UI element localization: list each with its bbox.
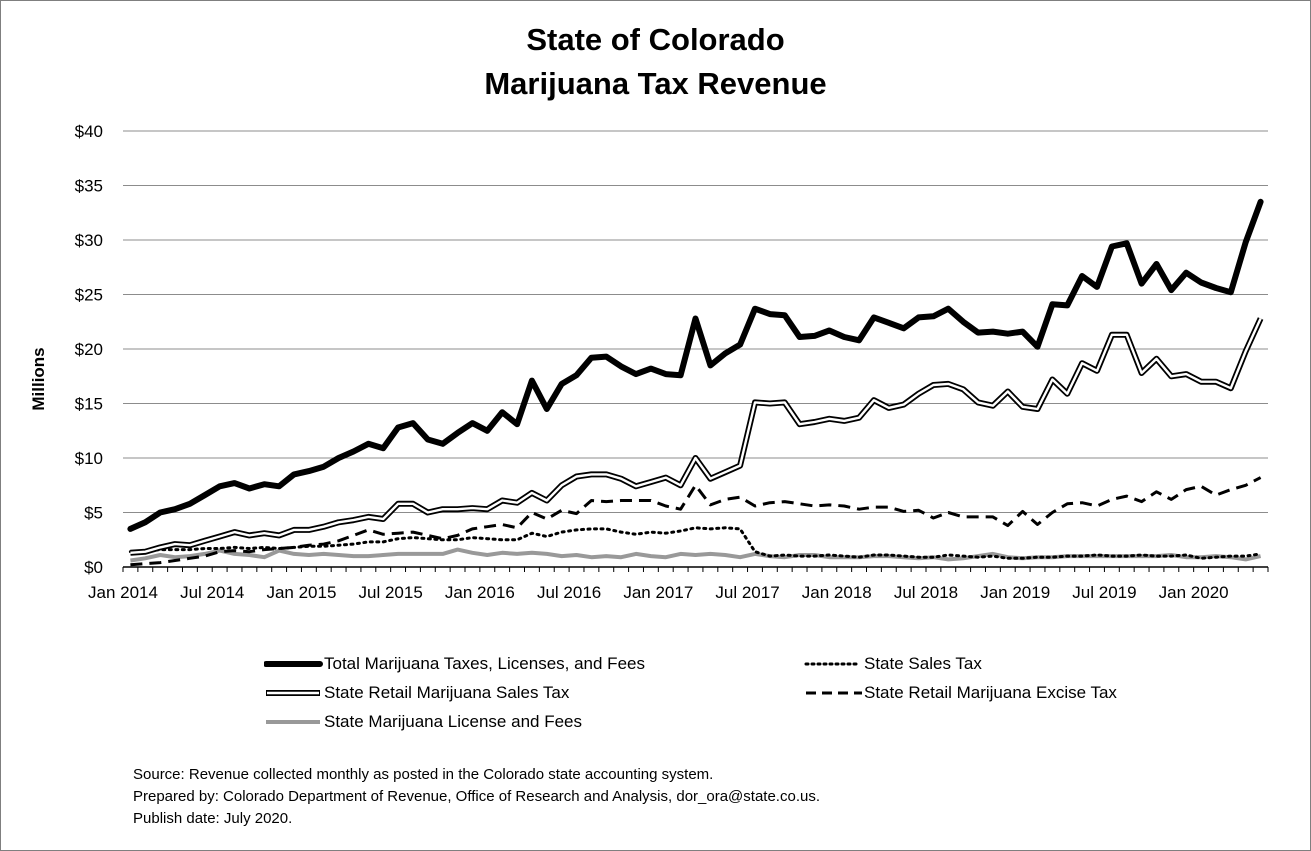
chart-title-line-2: Marijuana Tax Revenue xyxy=(484,66,827,101)
x-tick-label: Jul 2016 xyxy=(537,583,601,602)
prepared-by-line: Prepared by: Colorado Department of Reve… xyxy=(133,788,820,805)
legend-label-total: Total Marijuana Taxes, Licenses, and Fee… xyxy=(324,654,645,673)
source-line: Source: Revenue collected monthly as pos… xyxy=(133,766,714,783)
x-tick-label: Jul 2019 xyxy=(1072,583,1136,602)
series-line-retail-sales-tax-inner xyxy=(130,318,1262,554)
x-tick-label: Jan 2015 xyxy=(266,583,336,602)
y-tick-label: $10 xyxy=(75,449,103,468)
x-tick-label: Jul 2017 xyxy=(715,583,779,602)
x-tick-label: Jan 2016 xyxy=(445,583,515,602)
chart-title-line-1: State of Colorado xyxy=(526,22,785,57)
x-tick-label: Jan 2014 xyxy=(88,583,158,602)
y-tick-label: $5 xyxy=(84,504,103,523)
series-line-sales-tax xyxy=(128,526,1263,560)
y-axis-label: Millions xyxy=(29,347,48,410)
x-tick-label: Jan 2018 xyxy=(802,583,872,602)
legend-label-license-fees: State Marijuana License and Fees xyxy=(324,712,582,731)
x-tick-label: Jul 2014 xyxy=(180,583,244,602)
x-tick-label: Jul 2018 xyxy=(894,583,958,602)
series-line-total xyxy=(127,198,1264,532)
y-tick-label: $0 xyxy=(84,558,103,577)
x-tick-label: Jan 2017 xyxy=(623,583,693,602)
source-notes: Source: Revenue collected monthly as pos… xyxy=(133,764,820,830)
x-tick-label: Jan 2019 xyxy=(980,583,1050,602)
publish-date-line: Publish date: July 2020. xyxy=(133,810,293,827)
x-tick-label: Jan 2020 xyxy=(1159,583,1229,602)
y-tick-label: $35 xyxy=(75,177,103,196)
y-tick-label: $20 xyxy=(75,340,103,359)
y-tick-label: $25 xyxy=(75,286,103,305)
y-tick-label: $15 xyxy=(75,395,103,414)
x-tick-label: Jul 2015 xyxy=(359,583,423,602)
line-chart: $0 $5 $10 $15 $20 $25 $30 $35 $40 Jan 2014 Jul 201… xyxy=(29,122,1269,602)
series-line-retail-sales-tax-outer xyxy=(130,317,1264,556)
series-line-excise-tax xyxy=(130,476,1262,567)
legend-label-retail-sales-tax: State Retail Marijuana Sales Tax xyxy=(324,683,570,702)
legend-label-sales-tax: State Sales Tax xyxy=(864,654,982,673)
y-tick-label: $40 xyxy=(75,122,103,141)
series-line-license-fees xyxy=(130,547,1262,563)
legend-label-excise-tax: State Retail Marijuana Excise Tax xyxy=(864,683,1117,702)
y-tick-label: $30 xyxy=(75,231,103,250)
